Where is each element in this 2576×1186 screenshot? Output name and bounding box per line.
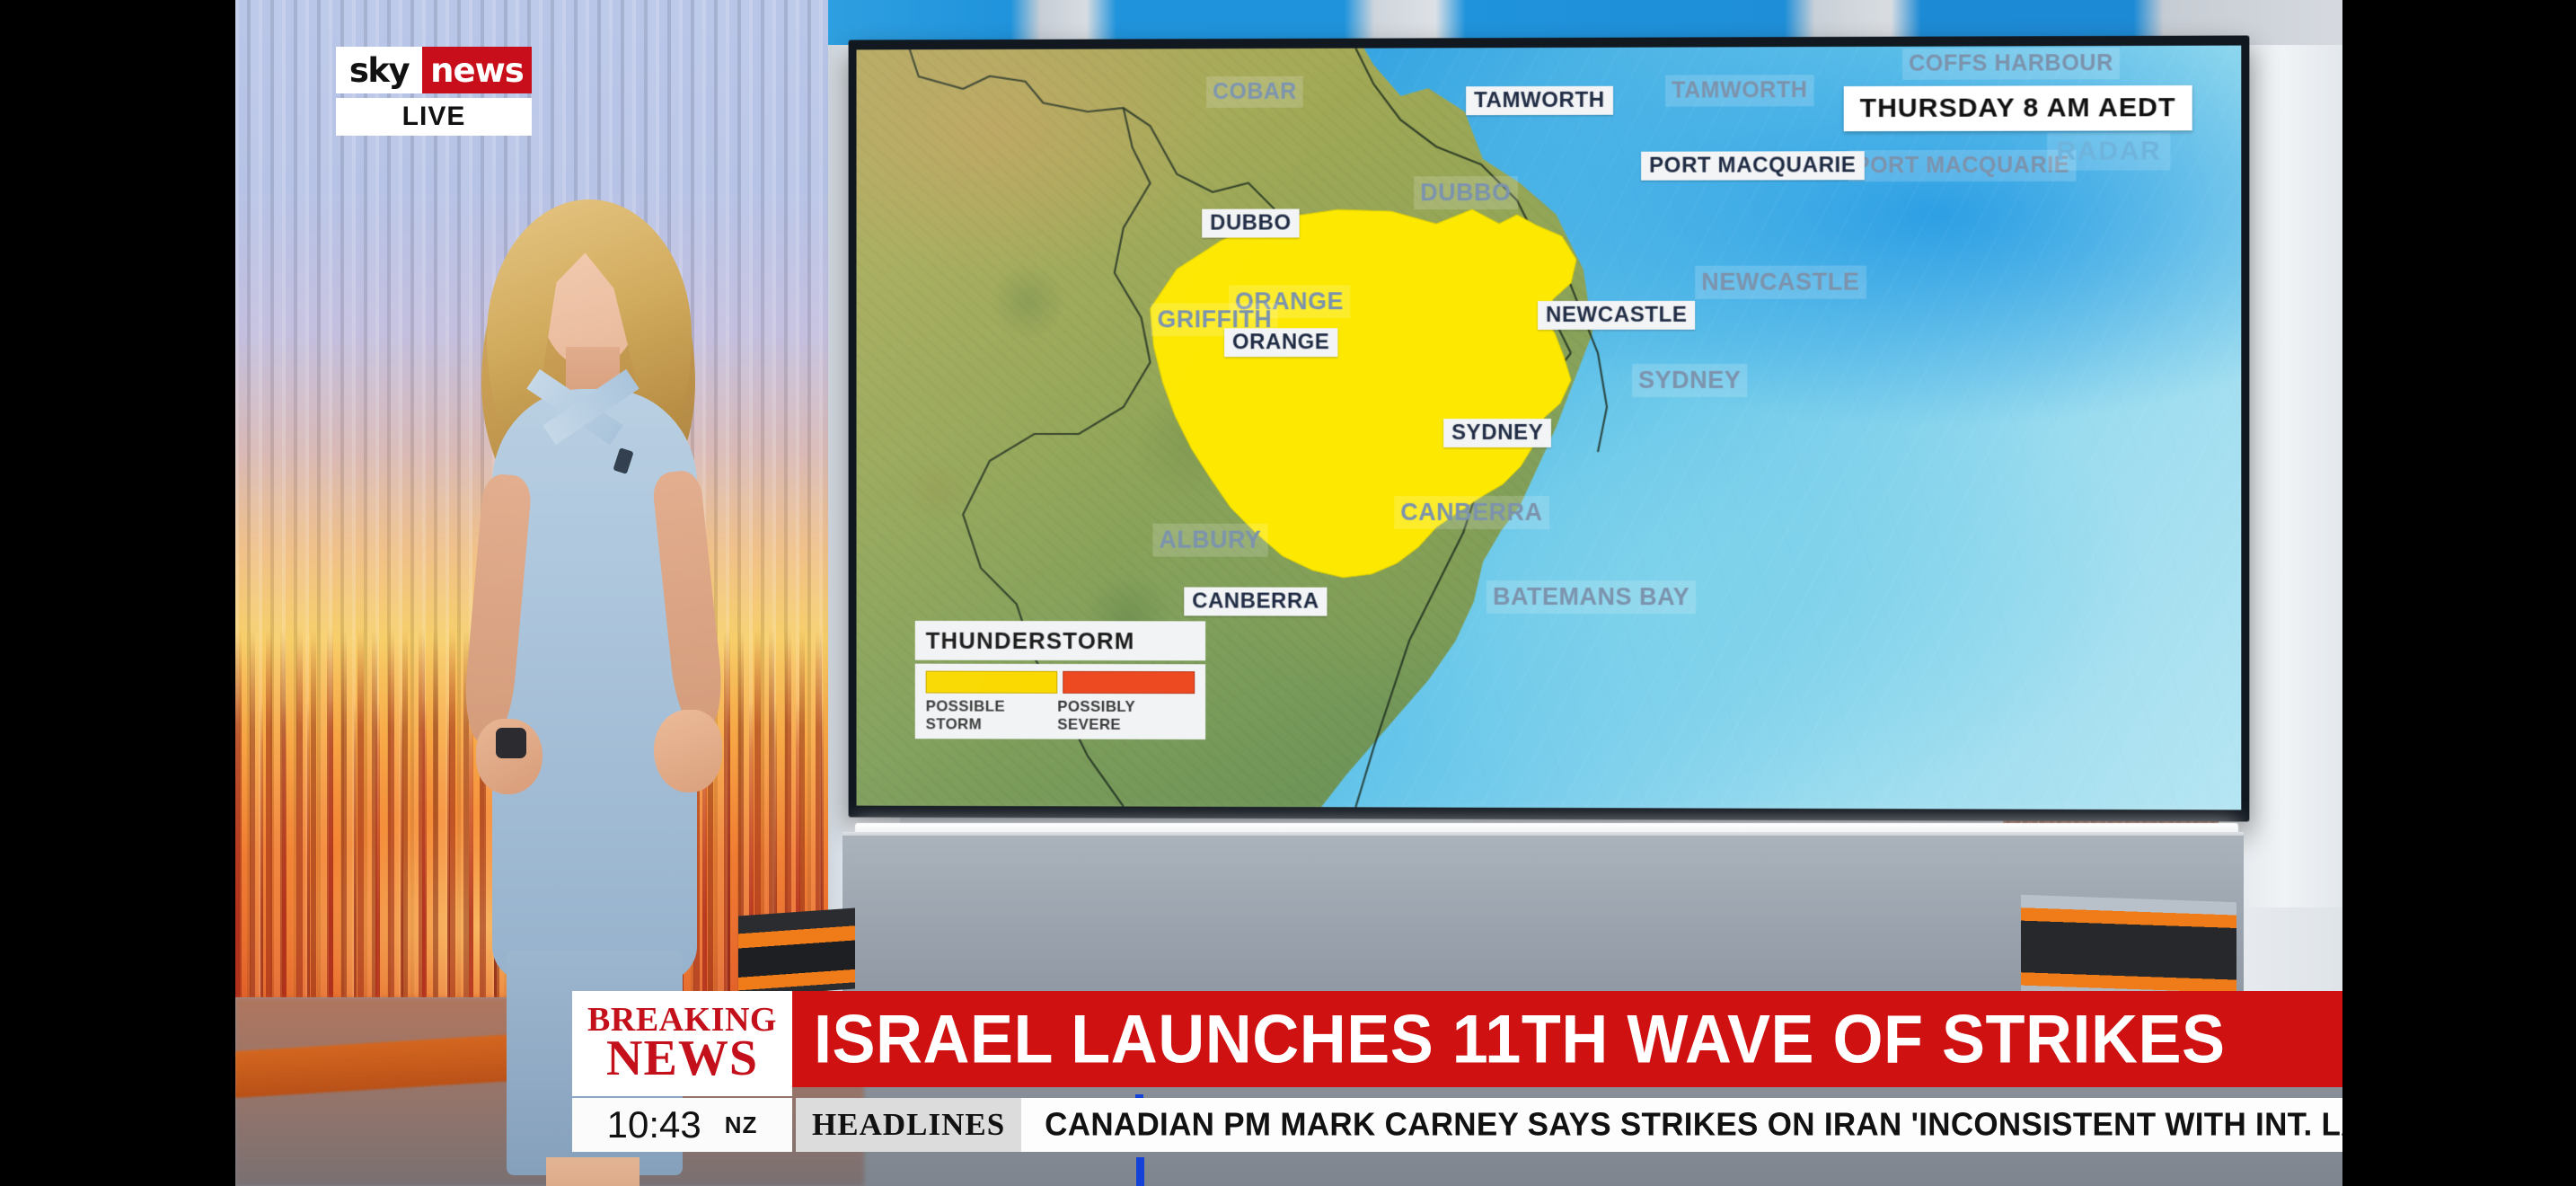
- legend-title: THUNDERSTORM: [914, 620, 1206, 661]
- studio-blue-accent-lower: [1136, 1157, 1144, 1186]
- map-city-label: CANBERRA: [1184, 587, 1328, 616]
- clock-time: 10:43: [606, 1103, 701, 1146]
- broadcast-video-frame: COBAR TAMWORTH COFFS HARBOUR PORT MACQUARIE…: [235, 0, 2342, 1186]
- map-city-label: SYDNEY: [1443, 418, 1552, 448]
- map-city-label: TAMWORTH: [1466, 85, 1613, 116]
- clock: 10:43 NZ: [572, 1098, 792, 1152]
- map-ghost-label: ALBURY: [1152, 523, 1268, 557]
- map-city-label: NEWCASTLE: [1538, 300, 1696, 331]
- studio-display-screen: COBAR TAMWORTH COFFS HARBOUR PORT MACQUARIE…: [848, 35, 2250, 822]
- breaking-news-badge: BREAKING NEWS: [572, 991, 792, 1096]
- headline-text: ISRAEL LAUNCHES 11TH WAVE OF STRIKES: [814, 1001, 2226, 1077]
- forecast-time-chip: THURSDAY 8 AM AEDT: [1843, 84, 2192, 132]
- map-ghost-label: NEWCASTLE: [1695, 265, 1866, 299]
- map-ghost-label: BATEMANS BAY: [1486, 580, 1697, 615]
- map-ghost-label: COBAR: [1206, 75, 1303, 108]
- map-city-label: DUBBO: [1202, 208, 1300, 238]
- headline-banner: ISRAEL LAUNCHES 11TH WAVE OF STRIKES: [792, 991, 2342, 1087]
- legend-swatches: [925, 670, 1195, 695]
- sky-news-logo-row: sky news: [336, 47, 532, 93]
- news-ticker: HEADLINES CANADIAN PM MARK CARNEY SAYS S…: [796, 1098, 2342, 1152]
- presenter: [440, 199, 737, 1186]
- presenter-legs: [546, 1157, 640, 1186]
- legend-keys: POSSIBLE STORM POSSIBLY SEVERE: [926, 697, 1195, 734]
- ticker-tag: HEADLINES: [796, 1098, 1022, 1152]
- ticker-text: CANADIAN PM MARK CARNEY SAYS STRIKES ON …: [1045, 1106, 2342, 1143]
- thunderstorm-legend: THUNDERSTORM POSSIBLE STORM POSSIBLY SEV…: [914, 620, 1206, 740]
- map-ghost-label: COFFS HARBOUR: [1902, 48, 2120, 80]
- weather-map: COBAR TAMWORTH COFFS HARBOUR PORT MACQUARIE…: [856, 45, 2242, 810]
- news-wordmark: news: [422, 47, 532, 93]
- studio-trim-left: [738, 907, 855, 997]
- map-city-label: ORANGE: [1224, 328, 1338, 358]
- map-ghost-label: DUBBO: [1414, 176, 1518, 210]
- sky-news-logo: sky news LIVE: [336, 47, 532, 136]
- breaking-news-line2: NEWS: [606, 1031, 758, 1087]
- letterbox-right: [2342, 0, 2576, 1186]
- letterbox-left: [0, 0, 235, 1186]
- legend-body: POSSIBLE STORM POSSIBLY SEVERE: [914, 663, 1206, 740]
- legend-swatch-possible-storm: [925, 670, 1058, 694]
- map-ghost-label: SYDNEY: [1632, 363, 1748, 397]
- studio-desk-panel: [842, 836, 2244, 1011]
- breaking-news-line1: BREAKING: [587, 1001, 777, 1040]
- sky-wordmark: sky: [336, 47, 422, 93]
- clock-timezone: NZ: [724, 1111, 758, 1138]
- map-ghost-label: PORT MACQUARIE: [1848, 149, 2077, 182]
- legend-key-low: POSSIBLE STORM: [925, 697, 1005, 733]
- legend-swatch-possibly-severe: [1063, 670, 1195, 695]
- map-ghost-label: CANBERRA: [1394, 495, 1549, 530]
- presenter-remote-clicker: [496, 728, 526, 758]
- map-city-label: PORT MACQUARIE: [1641, 151, 1865, 181]
- map-ghost-label: TAMWORTH: [1665, 75, 1814, 107]
- thunderstorm-warning-zone: [857, 46, 2242, 810]
- presenter-hand-right: [654, 710, 722, 792]
- legend-key-high: POSSIBLY SEVERE: [1057, 697, 1135, 733]
- live-badge: LIVE: [336, 98, 532, 136]
- radar-label-ghost: RADAR: [2047, 132, 2171, 171]
